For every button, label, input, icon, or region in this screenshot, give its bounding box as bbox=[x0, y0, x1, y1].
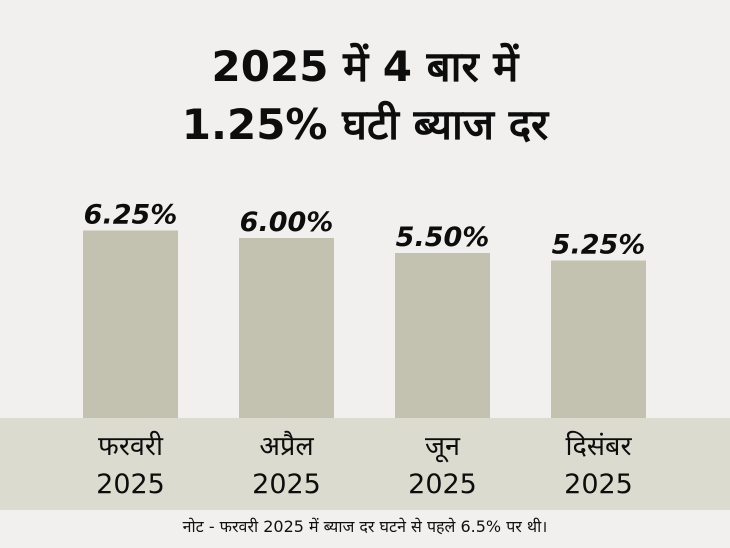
data-label: 6.25% bbox=[84, 200, 178, 231]
data-label: 5.25% bbox=[552, 230, 646, 261]
data-label: 6.00% bbox=[240, 207, 334, 238]
category-tick-label: दिसंबर bbox=[565, 430, 632, 462]
bar bbox=[551, 260, 646, 418]
chart-title-line-2: 1.25% घटी ब्याज दर bbox=[181, 100, 549, 149]
bar bbox=[239, 238, 334, 418]
category-tick-label: जून bbox=[425, 431, 461, 463]
data-label: 5.50% bbox=[396, 222, 490, 253]
category-tick-label: 2025 bbox=[252, 469, 321, 500]
category-tick-label: अप्रैल bbox=[259, 430, 314, 462]
bar bbox=[395, 253, 490, 418]
category-tick-label: 2025 bbox=[564, 469, 633, 500]
footnote: नोट - फरवरी 2025 में ब्याज दर घटने से पह… bbox=[0, 510, 730, 548]
chart-title-line-1: 2025 में 4 बार में bbox=[211, 42, 519, 91]
category-tick-label: 2025 bbox=[96, 469, 165, 500]
category-axis-band bbox=[0, 418, 730, 510]
bar bbox=[83, 230, 178, 418]
category-tick-label: 2025 bbox=[408, 469, 477, 500]
chart-title: 2025 में 4 बार में 1.25% घटी ब्याज दर bbox=[0, 38, 730, 154]
category-tick-label: फरवरी bbox=[98, 430, 164, 462]
